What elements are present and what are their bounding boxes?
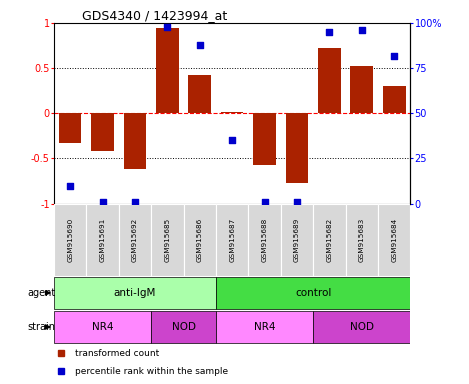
Text: anti-IgM: anti-IgM — [114, 288, 156, 298]
Bar — [313, 311, 410, 343]
Bar — [313, 204, 346, 276]
Bar — [151, 311, 216, 343]
Text: percentile rank within the sample: percentile rank within the sample — [76, 367, 228, 376]
Bar — [249, 204, 281, 276]
Text: GSM915686: GSM915686 — [197, 218, 203, 262]
Bar — [350, 66, 373, 113]
Bar — [119, 204, 151, 276]
Text: GSM915688: GSM915688 — [262, 218, 267, 262]
Text: NOD: NOD — [172, 322, 196, 332]
Bar — [383, 86, 406, 113]
Bar — [54, 276, 216, 309]
Bar — [216, 204, 249, 276]
Point — [164, 23, 171, 30]
Bar — [54, 311, 151, 343]
Point — [67, 182, 74, 189]
Point — [196, 41, 204, 48]
Bar — [91, 113, 114, 151]
Point — [358, 27, 365, 33]
Text: GSM915685: GSM915685 — [164, 218, 170, 262]
Bar — [318, 48, 340, 113]
Point — [390, 53, 398, 59]
Bar — [183, 204, 216, 276]
Text: GDS4340 / 1423994_at: GDS4340 / 1423994_at — [83, 9, 228, 22]
Bar — [346, 204, 378, 276]
Text: GSM915682: GSM915682 — [326, 218, 333, 262]
Text: GSM915692: GSM915692 — [132, 218, 138, 262]
Bar — [156, 28, 179, 113]
Bar — [216, 311, 313, 343]
Bar — [86, 204, 119, 276]
Text: NR4: NR4 — [254, 322, 275, 332]
Point — [293, 199, 301, 205]
Bar — [59, 113, 82, 143]
Point — [99, 199, 106, 205]
Text: GSM915690: GSM915690 — [67, 218, 73, 262]
Text: GSM915689: GSM915689 — [294, 218, 300, 262]
Bar — [378, 204, 410, 276]
Text: strain: strain — [27, 322, 55, 332]
Bar — [281, 204, 313, 276]
Text: transformed count: transformed count — [76, 349, 159, 358]
Bar — [286, 113, 308, 183]
Text: GSM915684: GSM915684 — [391, 218, 397, 262]
Text: agent: agent — [27, 288, 55, 298]
Text: GSM915687: GSM915687 — [229, 218, 235, 262]
Bar — [189, 75, 211, 113]
Text: control: control — [295, 288, 332, 298]
Point — [131, 199, 139, 205]
Point — [228, 137, 236, 144]
Bar — [124, 113, 146, 169]
Text: NR4: NR4 — [92, 322, 113, 332]
Bar — [253, 113, 276, 165]
Text: GSM915683: GSM915683 — [359, 218, 365, 262]
Bar — [216, 276, 410, 309]
Bar — [221, 111, 243, 113]
Point — [261, 199, 268, 205]
Bar — [54, 204, 86, 276]
Text: NOD: NOD — [350, 322, 374, 332]
Point — [325, 29, 333, 35]
Text: GSM915691: GSM915691 — [99, 218, 106, 262]
Bar — [151, 204, 183, 276]
